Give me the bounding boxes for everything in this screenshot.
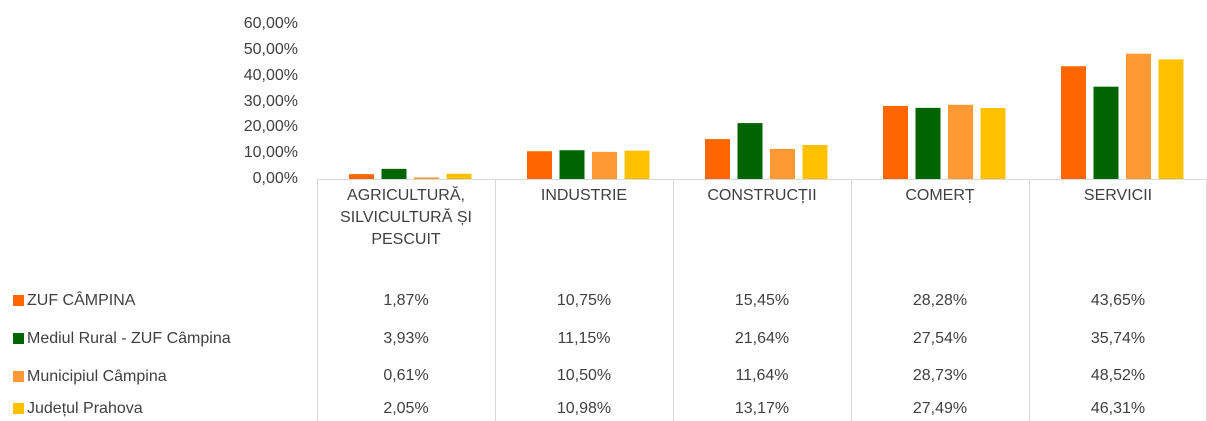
bar xyxy=(705,139,730,179)
bar xyxy=(1126,53,1151,180)
table-cell: 3,93% xyxy=(383,329,429,347)
legend-key xyxy=(13,403,24,414)
table-cell: 15,45% xyxy=(734,291,790,309)
table-cell: 21,64% xyxy=(734,329,790,347)
y-tick-label: 40,00% xyxy=(243,66,298,84)
legend-label: Municipiul Câmpina xyxy=(27,367,167,385)
y-tick-label: 60,00% xyxy=(243,15,298,32)
table-cell: 11,15% xyxy=(557,329,611,347)
table-cell: 0,61% xyxy=(383,367,429,384)
legend-key xyxy=(13,333,24,344)
table-cell: 48,52% xyxy=(1090,367,1146,384)
bar xyxy=(381,168,407,179)
bar xyxy=(1158,59,1184,180)
y-tick-label: 50,00% xyxy=(243,40,298,58)
y-tick-label: 20,00% xyxy=(243,118,298,136)
bar xyxy=(802,144,828,179)
legend-label: Mediul Rural - ZUF Câmpina xyxy=(27,330,231,347)
table-cell: 43,65% xyxy=(1090,291,1146,309)
table-cell: 10,50% xyxy=(556,367,612,384)
x-tick-label: INDUSTRIE xyxy=(540,187,628,204)
bar xyxy=(737,123,763,179)
bar xyxy=(770,148,795,179)
table-cell: 11,64% xyxy=(735,367,789,384)
y-tick-label: 0,00% xyxy=(252,170,298,187)
bar xyxy=(980,107,1006,179)
x-tick-label: AGRICULTURĂ, SILVICULTURĂ ȘI PESCUIT xyxy=(340,187,472,248)
table-cell: 1,87% xyxy=(383,291,429,309)
legend-label: ZUF CÂMPINA xyxy=(27,292,136,309)
bar xyxy=(1061,66,1086,179)
table-cell: 27,49% xyxy=(912,399,968,417)
bar xyxy=(624,150,650,179)
table-cell: 13,17% xyxy=(734,399,790,417)
y-tick-label: 10,00% xyxy=(243,144,298,162)
table-cell: 10,75% xyxy=(556,291,612,309)
table-cell: 27,54% xyxy=(912,329,968,347)
x-tick-label: COMERȚ xyxy=(905,187,975,204)
y-tick-label: 30,00% xyxy=(243,92,298,110)
legend-key xyxy=(13,295,24,306)
legend-key xyxy=(13,370,24,382)
table-cell: 28,28% xyxy=(912,291,968,309)
bar xyxy=(349,174,374,179)
table-cell: 35,74% xyxy=(1090,329,1146,347)
x-tick-label: SERVICII xyxy=(1083,187,1153,204)
bar xyxy=(915,107,941,179)
bar xyxy=(883,105,908,179)
bar xyxy=(414,177,439,179)
table-cell: 46,31% xyxy=(1090,399,1146,417)
x-tick-label: CONSTRUCȚII xyxy=(707,187,817,204)
bar xyxy=(446,173,472,179)
bar xyxy=(948,104,973,179)
bar xyxy=(527,151,552,179)
table-cell: 28,73% xyxy=(912,367,968,384)
table-cell: 2,05% xyxy=(383,399,429,417)
table-cell: 10,98% xyxy=(556,399,612,417)
bar xyxy=(592,151,617,179)
bar xyxy=(559,150,585,179)
legend-label: Județul Prahova xyxy=(27,400,143,417)
bar xyxy=(1093,86,1119,179)
